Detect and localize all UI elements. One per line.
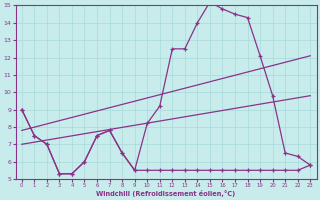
X-axis label: Windchill (Refroidissement éolien,°C): Windchill (Refroidissement éolien,°C) [96, 190, 236, 197]
